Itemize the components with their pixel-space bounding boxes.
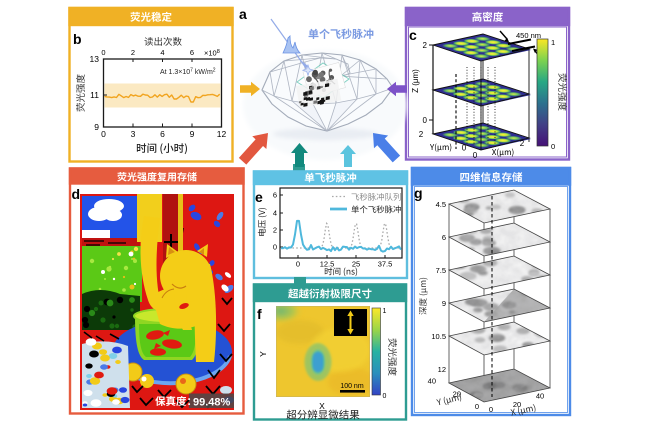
svg-text:0: 0: [296, 260, 300, 269]
svg-text:100 nm: 100 nm: [340, 383, 364, 390]
svg-text:20: 20: [513, 400, 521, 409]
svg-text:13: 13: [90, 54, 100, 64]
svg-text:Z (μm): Z (μm): [411, 69, 420, 93]
svg-text:20: 20: [453, 390, 461, 399]
svg-text:9: 9: [94, 122, 99, 132]
svg-text:Y: Y: [258, 351, 268, 357]
svg-text:40: 40: [536, 392, 544, 401]
svg-text:2: 2: [520, 139, 525, 148]
svg-text:1: 1: [383, 308, 387, 315]
svg-text:0: 0: [473, 151, 478, 160]
svg-text:9: 9: [442, 299, 446, 308]
svg-text:25: 25: [352, 260, 360, 269]
svg-text:11: 11: [90, 90, 99, 100]
svg-text:1: 1: [551, 38, 555, 47]
svg-text:0: 0: [551, 142, 555, 151]
svg-text:c: c: [409, 27, 417, 43]
svg-text:4: 4: [160, 48, 164, 57]
svg-text:450 nm: 450 nm: [516, 31, 541, 40]
svg-text:7.5: 7.5: [436, 266, 446, 275]
svg-text:6: 6: [160, 129, 165, 139]
svg-text:12: 12: [438, 365, 446, 374]
svg-text:0: 0: [462, 144, 467, 153]
svg-text:a: a: [239, 6, 247, 22]
svg-text:10.5: 10.5: [431, 332, 446, 341]
svg-text:0: 0: [489, 405, 493, 414]
svg-text:0: 0: [101, 48, 105, 57]
svg-text:99.48%: 99.48%: [193, 397, 231, 409]
svg-text:4.5: 4.5: [436, 200, 446, 209]
svg-text:6: 6: [273, 191, 277, 200]
svg-text:0: 0: [101, 129, 106, 139]
svg-text:2: 2: [419, 130, 424, 139]
svg-text:2: 2: [423, 41, 428, 50]
svg-text:X: X: [319, 401, 325, 411]
svg-text:9: 9: [190, 129, 195, 139]
svg-text:d: d: [72, 186, 81, 202]
svg-text:×108: ×108: [204, 49, 220, 58]
svg-text:0: 0: [383, 393, 387, 400]
svg-text:0: 0: [475, 402, 479, 411]
svg-text:2: 2: [273, 226, 277, 235]
svg-text:40: 40: [428, 377, 436, 386]
svg-text:12.5: 12.5: [320, 260, 335, 269]
svg-text:f: f: [257, 306, 262, 322]
svg-text:2: 2: [131, 48, 135, 57]
svg-text:b: b: [73, 31, 82, 47]
svg-text:e: e: [255, 189, 263, 205]
svg-text:37.5: 37.5: [378, 260, 393, 269]
svg-text:0: 0: [273, 243, 277, 252]
svg-text:0: 0: [423, 116, 428, 125]
svg-text:6: 6: [190, 48, 194, 57]
svg-text:12: 12: [217, 129, 227, 139]
svg-text:4: 4: [273, 209, 277, 218]
svg-text:At 1.3×107 kW/m2: At 1.3×107 kW/m2: [160, 68, 216, 77]
svg-text:g: g: [414, 185, 423, 201]
svg-text:6: 6: [442, 233, 446, 242]
svg-text:3: 3: [131, 129, 136, 139]
